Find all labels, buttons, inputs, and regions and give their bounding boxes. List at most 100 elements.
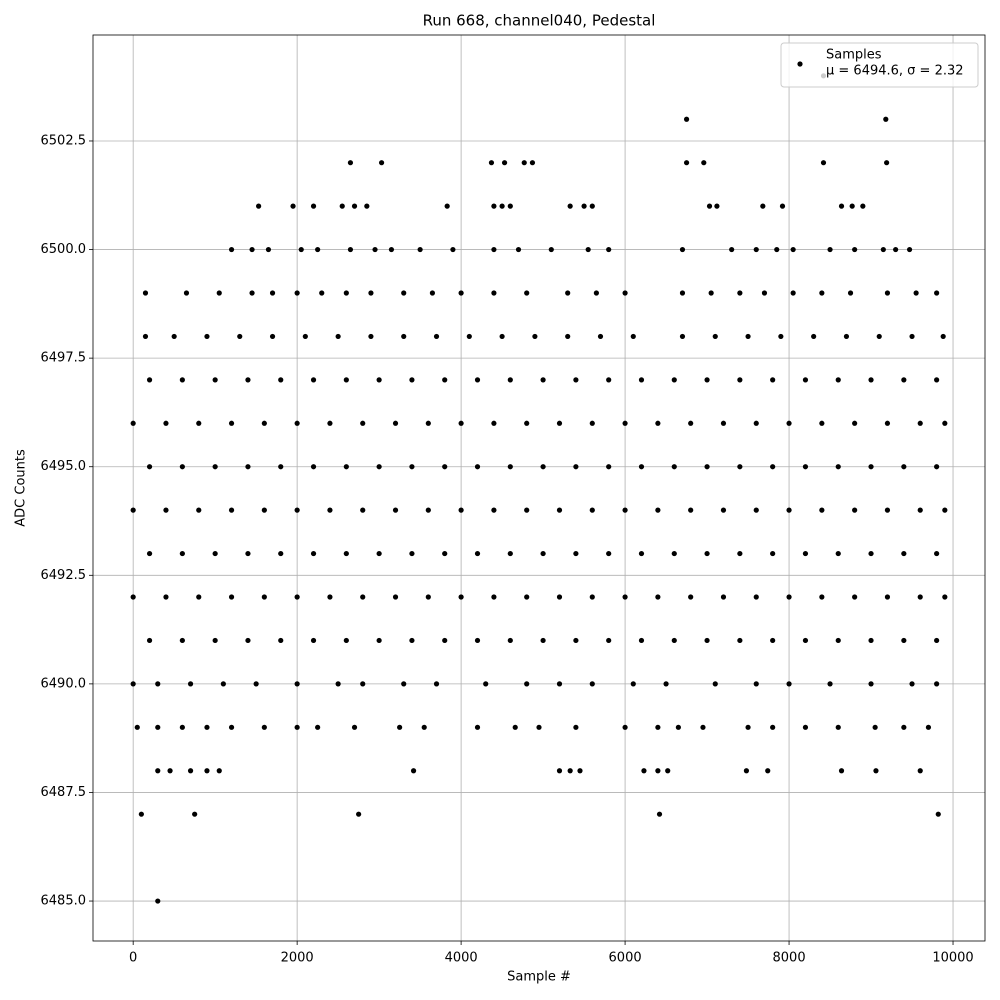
points [130,73,948,904]
data-point [540,550,546,557]
data-point [638,377,645,383]
data-point [876,333,882,340]
data-point [884,420,891,426]
data-point [573,724,579,730]
data-point [704,464,710,470]
data-point [261,507,267,513]
data-point [507,203,513,209]
data-point [290,203,296,209]
data-point [179,464,185,470]
data-point [556,507,563,513]
data-point [567,768,573,774]
data-point [679,333,686,340]
data-point [529,160,536,166]
data-point [655,768,661,774]
data-point [606,637,612,644]
data-point [339,203,345,209]
data-point [737,550,743,557]
data-point [729,246,735,253]
data-point [838,768,845,774]
data-point [228,246,235,253]
data-point [491,594,497,600]
data-point [655,594,661,600]
data-point [278,377,284,383]
data-point [935,811,941,817]
data-point [770,724,776,730]
data-point [163,420,169,426]
data-point [401,290,407,296]
data-point [565,290,571,296]
data-point [474,464,481,470]
x-tick-label: 4000 [445,951,478,966]
data-point [245,550,251,557]
data-point [269,290,276,296]
data-point [589,203,595,209]
data-point [310,377,317,383]
data-point [704,377,710,383]
data-point [819,507,825,513]
data-point [515,246,522,253]
data-point [507,377,513,383]
data-point [298,246,304,253]
data-point [376,377,382,383]
data-point [638,637,645,644]
data-point [688,420,694,426]
data-point [228,724,235,730]
data-point [335,681,341,687]
x-tick-label: 2000 [281,951,314,966]
data-point [356,811,362,817]
data-point [216,768,222,774]
data-point [606,550,612,557]
x-tick-label: 8000 [773,951,806,966]
data-point [409,377,415,383]
data-point [770,637,776,644]
data-point [884,160,890,166]
data-point [245,377,251,383]
data-point [827,246,833,253]
data-point [294,507,300,513]
data-point [656,811,663,817]
data-point [913,290,919,296]
data-point [712,681,718,687]
data-point [388,246,395,253]
data-point [417,246,423,253]
data-point [838,203,845,209]
data-point [410,768,417,774]
data-point [343,290,349,296]
data-point [704,637,710,644]
data-point [376,464,382,470]
data-point [294,594,300,600]
data-point [228,420,235,426]
data-point [212,464,218,470]
data-point [187,681,194,687]
data-point [868,464,874,470]
data-point [433,333,440,340]
data-point [212,377,218,383]
data-point [130,594,136,600]
data-point [942,507,948,513]
data-point [884,290,891,296]
data-point [425,420,431,426]
data-point [688,507,694,513]
data-point [701,160,707,166]
data-point [745,724,751,730]
data-point [491,246,497,253]
data-point [753,681,759,687]
data-point [351,203,358,209]
data-point [458,594,464,600]
data-point [802,637,809,644]
data-point [327,420,333,426]
data-point [655,420,661,426]
data-point [901,550,907,557]
data-point [343,637,349,644]
y-tick-label: 6495.0 [41,459,87,474]
data-point [802,377,809,383]
data-point [442,550,448,557]
data-point [409,550,415,557]
data-point [179,377,185,383]
data-point [315,246,321,253]
data-point [901,724,907,730]
data-point [256,203,262,209]
data-point [212,550,218,557]
